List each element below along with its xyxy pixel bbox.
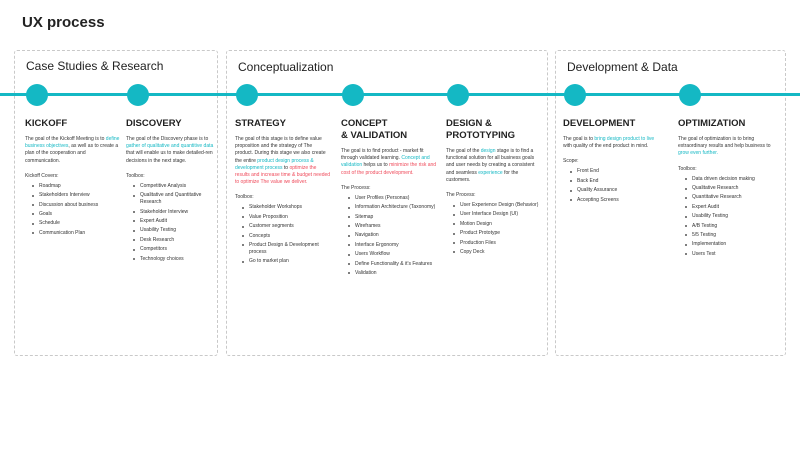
timeline-dot-optimization bbox=[679, 84, 701, 106]
timeline-line bbox=[0, 93, 800, 96]
stage-strategy: STRATEGY The goal of this stage is to de… bbox=[235, 118, 331, 268]
list-label: Toolbox: bbox=[235, 194, 254, 201]
stage-description: The goal is to find product - market fit… bbox=[341, 148, 437, 176]
stage-description: The goal of the Discovery phase is to ga… bbox=[126, 136, 214, 164]
stage-title: DESIGN & PROTOTYPING bbox=[446, 118, 515, 141]
list-item: Goals bbox=[25, 211, 120, 218]
stage-list: Stakeholder Workshops Value Proposition Cu… bbox=[235, 204, 331, 265]
stage-list: User Experience Design (Behavior) User In… bbox=[446, 202, 542, 256]
list-label: Toolbox: bbox=[678, 165, 697, 172]
list-item: Desk Research bbox=[126, 237, 216, 244]
timeline-dot-design bbox=[447, 84, 469, 106]
stage-description: The goal of this stage is to define valu… bbox=[235, 136, 331, 186]
group-title: Development & Data bbox=[567, 60, 678, 74]
list-item: Define Functionality & it's Features bbox=[341, 261, 437, 268]
stage-kickoff: KICKOFF The goal of the Kickoff Meeting … bbox=[25, 118, 120, 239]
list-item: User Interface Design (UI) bbox=[446, 211, 542, 218]
list-item: Users Test bbox=[678, 251, 780, 258]
timeline-dot-kickoff bbox=[26, 84, 48, 106]
group-title: Conceptualization bbox=[238, 60, 334, 74]
stage-title: DEVELOPMENT bbox=[563, 118, 636, 129]
group-development-data: Development & Data bbox=[555, 50, 786, 356]
list-label: The Process: bbox=[446, 192, 476, 199]
stage-description: The goal of optimization is to bring ext… bbox=[678, 136, 771, 157]
list-item: Qualitative and Quantitative Research bbox=[126, 192, 216, 206]
stage-list: Roadmap Stakeholders Interview Discussion … bbox=[25, 183, 120, 237]
list-item: Usability Testing bbox=[678, 213, 780, 220]
list-item: Quantitative Research bbox=[678, 194, 780, 201]
list-item: Expert Audit bbox=[678, 204, 780, 211]
stage-discovery: DISCOVERY The goal of the Discovery phas… bbox=[126, 118, 216, 265]
list-item: Product Prototype bbox=[446, 230, 542, 237]
list-label: Toolbox: bbox=[126, 172, 145, 179]
stage-concept-validation: CONCEPT & VALIDATION The goal is to find … bbox=[341, 118, 437, 279]
timeline-dot-concept bbox=[342, 84, 364, 106]
list-item: Communication Plan bbox=[25, 230, 120, 237]
list-item: Technology choices bbox=[126, 256, 216, 263]
list-label: Scope: bbox=[563, 158, 579, 165]
list-item: A/B Testing bbox=[678, 223, 780, 230]
list-item: Interface Ergonomy bbox=[341, 242, 437, 249]
list-item: Sitemap bbox=[341, 214, 437, 221]
list-item: Discussion about business bbox=[25, 202, 120, 209]
stage-list: Data driven decision making Qualitative R… bbox=[678, 176, 780, 258]
list-item: Go to market plan bbox=[235, 258, 331, 265]
group-case-studies-research: Case Studies & Research bbox=[14, 50, 218, 356]
list-label: The Process: bbox=[341, 184, 371, 191]
stage-list: Front End Back End Quality Assurance Accept… bbox=[563, 168, 663, 203]
group-title: Case Studies & Research bbox=[26, 59, 164, 73]
stage-description: The goal of the design stage is to find … bbox=[446, 148, 535, 183]
list-item: Qualitative Research bbox=[678, 185, 780, 192]
list-item: User Profiles (Personas) bbox=[341, 195, 437, 202]
list-item: Value Proposition bbox=[235, 214, 331, 221]
list-label: Kickoff Covers: bbox=[25, 172, 59, 179]
list-item: Stakeholder Interview bbox=[126, 209, 216, 216]
list-item: Expert Audit bbox=[126, 218, 216, 225]
list-item: Back End bbox=[563, 178, 663, 185]
list-item: Usability Testing bbox=[126, 227, 216, 234]
stage-title: STRATEGY bbox=[235, 118, 287, 129]
list-item: 5/5 Testing bbox=[678, 232, 780, 239]
stage-list: User Profiles (Personas) Information Arch… bbox=[341, 195, 437, 277]
list-item: Roadmap bbox=[25, 183, 120, 190]
list-item: Quality Assurance bbox=[563, 187, 663, 194]
stage-description: The goal of the Kickoff Meeting is to de… bbox=[25, 136, 120, 164]
list-item: Information Architecture (Taxonomy) bbox=[341, 204, 437, 211]
list-item: Data driven decision making bbox=[678, 176, 780, 183]
list-item: Implementation bbox=[678, 241, 780, 248]
list-item: Users Workflow bbox=[341, 251, 437, 258]
list-item: Navigation bbox=[341, 232, 437, 239]
list-item: Competitors bbox=[126, 246, 216, 253]
list-item: Copy Deck bbox=[446, 249, 542, 256]
stage-list: Competitive Analysis Qualitative and Quan… bbox=[126, 183, 216, 263]
group-conceptualization: Conceptualization bbox=[226, 50, 548, 356]
stage-design-prototyping: DESIGN & PROTOTYPING The goal of the desi… bbox=[446, 118, 542, 258]
list-item: Stakeholder Workshops bbox=[235, 204, 331, 211]
timeline-dot-strategy bbox=[236, 84, 258, 106]
stage-optimization: OPTIMIZATION The goal of optimization is… bbox=[678, 118, 780, 260]
stage-development: DEVELOPMENT The goal is to bring design … bbox=[563, 118, 663, 206]
timeline-dot-development bbox=[564, 84, 586, 106]
list-item: Customer segments bbox=[235, 223, 331, 230]
list-item: Competitive Analysis bbox=[126, 183, 216, 190]
list-item: Wireframes bbox=[341, 223, 437, 230]
list-item: Schedule bbox=[25, 220, 120, 227]
timeline-dot-discovery bbox=[127, 84, 149, 106]
list-item: Motion Design bbox=[446, 221, 542, 228]
stage-title: CONCEPT & VALIDATION bbox=[341, 118, 408, 141]
list-item: Stakeholders Interview bbox=[25, 192, 120, 199]
list-item: Concepts bbox=[235, 233, 331, 240]
list-item: Validation bbox=[341, 270, 437, 277]
list-item: Product Design & Development process bbox=[235, 242, 331, 256]
page-title: UX process bbox=[22, 14, 105, 31]
list-item: Production Files bbox=[446, 240, 542, 247]
stage-title: KICKOFF bbox=[25, 118, 68, 129]
list-item: Accepting Screens bbox=[563, 197, 663, 204]
stage-title: DISCOVERY bbox=[126, 118, 182, 129]
stage-description: The goal is to bring design product to l… bbox=[563, 136, 655, 150]
list-item: Front End bbox=[563, 168, 663, 175]
list-item: User Experience Design (Behavior) bbox=[446, 202, 542, 209]
stage-title: OPTIMIZATION bbox=[678, 118, 746, 129]
